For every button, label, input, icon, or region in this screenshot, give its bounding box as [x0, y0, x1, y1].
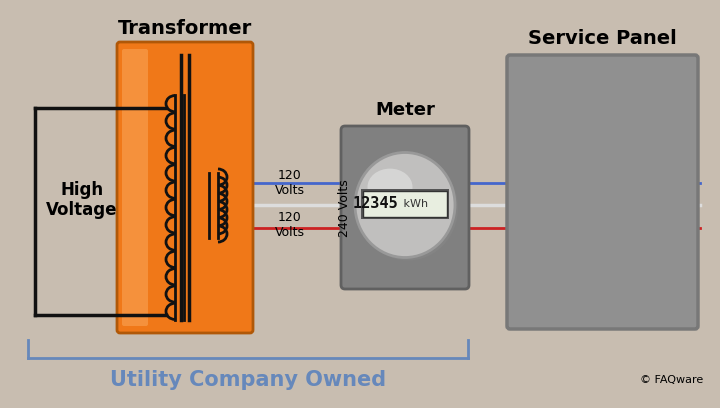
Text: 120
Volts: 120 Volts [275, 211, 305, 239]
Text: 240 Volts: 240 Volts [338, 179, 351, 237]
FancyBboxPatch shape [507, 55, 698, 329]
Text: kWh: kWh [400, 199, 428, 209]
FancyBboxPatch shape [341, 126, 469, 289]
Text: Transformer: Transformer [118, 18, 252, 38]
Text: 120
Volts: 120 Volts [275, 169, 305, 197]
Text: Meter: Meter [375, 101, 435, 119]
FancyBboxPatch shape [117, 42, 253, 333]
Text: Utility Company Owned: Utility Company Owned [110, 370, 386, 390]
Ellipse shape [355, 153, 455, 257]
Text: 12345: 12345 [353, 197, 398, 211]
Text: © FAQware: © FAQware [640, 375, 703, 385]
FancyBboxPatch shape [361, 189, 449, 219]
Text: Service Panel: Service Panel [528, 29, 677, 47]
Ellipse shape [358, 155, 458, 260]
FancyBboxPatch shape [363, 191, 447, 217]
Text: High
Voltage: High Voltage [46, 181, 118, 220]
Ellipse shape [367, 169, 413, 205]
FancyBboxPatch shape [122, 49, 148, 326]
